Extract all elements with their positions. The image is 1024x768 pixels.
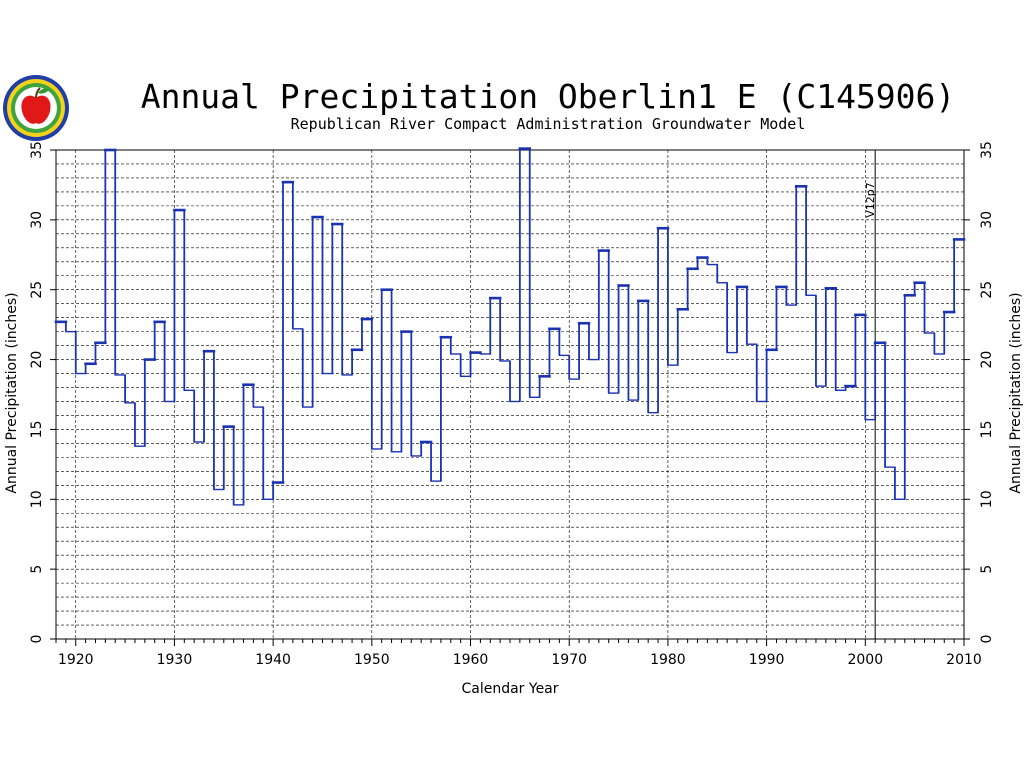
plot-frame (55, 149, 965, 640)
y-tick-label-right: 5 (979, 565, 995, 574)
y-tick-label-left: 25 (29, 281, 45, 299)
y-tick-label-right: 15 (979, 421, 995, 439)
apple-seal-logo (2, 74, 70, 142)
y-tick-label-right: 10 (979, 490, 995, 508)
x-tick-label: 1930 (157, 652, 193, 668)
x-tick-label: 1990 (749, 652, 785, 668)
x-tick-label: 1960 (453, 652, 489, 668)
x-tick-label: 2010 (946, 652, 982, 668)
tick-labels: 1920 1930 1940 1950 1960 1970 1980 1990 2000 2010… (29, 141, 995, 668)
version-marker-label: V12p7 (864, 182, 877, 218)
y-tick-label-right: 0 (979, 635, 995, 644)
chart-title: Annual Precipitation Oberlin1 E (C145906… (141, 77, 956, 116)
y-tick-label-left: 30 (29, 211, 45, 229)
y-tick-label-right: 25 (979, 281, 995, 299)
y-tick-label-right: 35 (979, 141, 995, 159)
y-tick-label-left: 15 (29, 421, 45, 439)
y-tick-label-left: 20 (29, 351, 45, 369)
chart-grid (56, 150, 964, 639)
chart-subtitle: Republican River Compact Administration … (291, 115, 806, 133)
x-tick-label: 1980 (650, 652, 686, 668)
series-precipitation (54, 147, 966, 506)
axis-ticks (50, 149, 970, 646)
y-tick-label-right: 30 (979, 211, 995, 229)
x-tick-label: 1920 (58, 652, 94, 668)
y-tick-label-left: 35 (29, 141, 45, 159)
x-axis-label: Calendar Year (461, 681, 558, 697)
x-tick-label: 1950 (354, 652, 390, 668)
y-tick-label-left: 5 (29, 565, 45, 574)
y-tick-label-left: 10 (29, 490, 45, 508)
y-axis-label-left: Annual Precipitation (inches) (4, 292, 20, 493)
y-axis-label-right: Annual Precipitation (inches) (1008, 292, 1024, 493)
x-tick-label: 1940 (255, 652, 291, 668)
y-tick-label-left: 0 (29, 635, 45, 644)
y-tick-label-right: 20 (979, 351, 995, 369)
x-tick-label: 2000 (847, 652, 883, 668)
x-tick-label: 1970 (551, 652, 587, 668)
